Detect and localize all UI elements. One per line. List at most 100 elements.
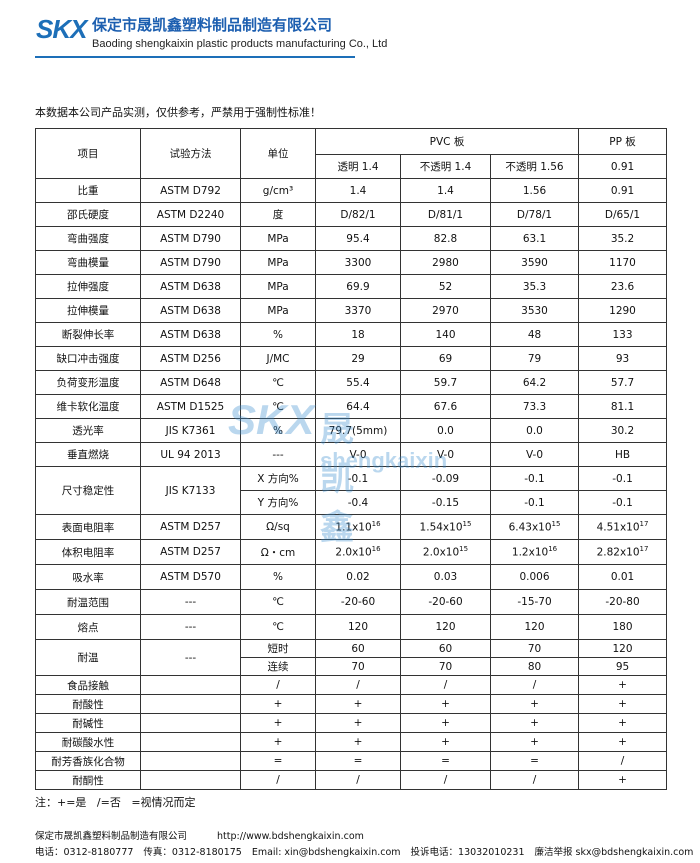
item-cell: 熔点 (35, 614, 141, 640)
table-row: 弯曲模量 ASTM D790 MPa 3300 2980 3590 1170 (35, 250, 668, 275)
header-rule (35, 56, 355, 58)
value-cell: 1290 (578, 298, 668, 323)
value-cell: D/65/1 (578, 202, 668, 227)
item-cell: 耐酸性 (35, 694, 141, 714)
unit-cell: 连续 (240, 657, 316, 676)
value-cell: 2.82x1017 (578, 539, 668, 565)
table-row: 透明 1.4 不透明 1.4 不透明 1.56 0.91 (36, 154, 668, 179)
note: 注：+=是 /=否 =视情况而定 (35, 796, 196, 809)
footer-contact: 电话：0312-8180777 (35, 847, 134, 858)
item-cell: 吸水率 (35, 564, 141, 590)
unit-cell: g/cm³ (240, 178, 316, 203)
table-row: 连续 70 70 80 95 (36, 657, 668, 676)
header-cell: 不透明 1.56 (489, 154, 580, 179)
table-row: 断裂伸长率 ASTM D638% 18 140 48 133 (35, 322, 668, 347)
value-cell: 1.4 (400, 178, 491, 203)
method-cell (140, 732, 241, 752)
header-cell: 不透明 1.4 (400, 154, 491, 179)
value-cell: HB (578, 442, 668, 467)
value-cell: 1.56 (489, 178, 580, 203)
item-cell: 拉伸强度 (35, 274, 141, 299)
value-cell: 2.0x1015 (400, 539, 491, 565)
table-row: 拉伸强度 ASTM D638 MPa 69.9 52 35.3 23.6 (35, 274, 668, 299)
value-cell: / (315, 770, 401, 790)
value-cell: 70 (400, 657, 491, 676)
table-row: 耐酮性 / / / / + (35, 770, 668, 790)
value-base: 1.1x10 (335, 521, 372, 534)
unit-cell: + (240, 732, 316, 752)
item-cell: 表面电阻率 (35, 514, 141, 540)
item-cell: 食品接触 (35, 675, 141, 695)
value-cell: 55.4 (315, 370, 401, 395)
value-exponent: 17 (639, 545, 649, 554)
method-cell (140, 694, 241, 714)
table-row: 维卡软化温度 ASTM D1525 ℃ 64.4 67.6 73.3 81.1 (35, 394, 668, 419)
unit-cell: ℃ (240, 370, 316, 395)
value-cell: V-0 (400, 442, 491, 467)
value-cell: -0.09 (400, 466, 491, 491)
value-cell: V-0 (489, 442, 580, 467)
value-cell: 81.1 (578, 394, 668, 419)
value-cell: 2980 (400, 250, 491, 275)
method-cell: JIS K7133 (140, 466, 241, 515)
value-cell: 64.2 (489, 370, 580, 395)
table-row: 熔点 --- ℃ 120 120 120 180 (35, 614, 668, 640)
value-cell: 18 (315, 322, 401, 347)
item-cell: 弯曲强度 (35, 226, 141, 251)
table-row: 邵氏硬度 ASTM D2240 度 D/82/1 D/81/1 D/78/1 D/65/1 (35, 202, 668, 227)
value-cell: 0.91 (578, 178, 668, 203)
value-cell: -20-60 (400, 589, 491, 615)
value-cell: 60 (315, 639, 401, 658)
table-row: 耐碱性 + + + + + (35, 713, 668, 733)
value-cell: 0.0 (489, 418, 580, 443)
footer-company: 保定市晟凯鑫塑料制品制造有限公司 (35, 831, 188, 842)
item-cell: 耐酮性 (35, 770, 141, 790)
unit-cell: MPa (240, 250, 316, 275)
value-cell: D/78/1 (489, 202, 580, 227)
item-cell: 邵氏硬度 (35, 202, 141, 227)
value-base: 2.82x10 (596, 546, 640, 559)
value-base: 1.2x10 (511, 546, 549, 559)
value-cell: 95 (578, 657, 668, 676)
table-row: 表面电阻率 ASTM D257 Ω/sq 1.1x1016 1.54x1015 6.43x… (35, 514, 668, 540)
unit-cell: MPa (240, 298, 316, 323)
footer-contacts: 电话：0312-8180777 传真：0312-8180175 Email: xin… (35, 844, 700, 858)
value-cell: + (400, 713, 491, 733)
value-cell: 0.03 (400, 564, 491, 590)
value-cell: 140 (400, 322, 491, 347)
value-base: 1.54x10 (419, 521, 463, 534)
value-cell: + (400, 694, 491, 714)
item-cell: 弯曲模量 (35, 250, 141, 275)
value-cell: 120 (578, 639, 668, 658)
header-cell: 0.91 (578, 154, 668, 179)
table-row: 耐芳香族化合物 = = = = / (35, 751, 668, 771)
unit-cell: + (240, 694, 316, 714)
value-cell: -20-80 (578, 589, 668, 615)
value-cell: 1170 (578, 250, 668, 275)
value-cell: 120 (315, 614, 401, 640)
table-row: 尺寸稳定性 JIS K7133 X 方向% -0.1 -0.09 -0.1 -0.1 (35, 466, 668, 515)
method-cell: ASTM D256 (140, 346, 241, 371)
value-cell: + (578, 694, 668, 714)
value-cell: D/82/1 (315, 202, 401, 227)
value-base: 4.51x10 (596, 521, 640, 534)
unit-cell: = (240, 751, 316, 771)
unit-cell: --- (240, 442, 316, 467)
value-cell: D/81/1 (400, 202, 491, 227)
value-cell: / (400, 675, 491, 695)
method-cell (140, 675, 241, 695)
method-cell: ASTM D2240 (140, 202, 241, 227)
footer-contact: 投诉电话：13032010231 (410, 847, 525, 858)
table-row: 体积电阻率 ASTM D257 Ω・cm 2.0x1016 2.0x1015 1.2x10… (35, 539, 668, 565)
value-cell: 1.1x1016 (315, 514, 401, 540)
value-cell: 3530 (489, 298, 580, 323)
unit-cell: % (240, 418, 316, 443)
unit-cell: ℃ (240, 589, 316, 615)
method-cell: --- (140, 589, 241, 615)
unit-cell: J/MC (240, 346, 316, 371)
value-cell: 0.02 (315, 564, 401, 590)
value-cell: -15-70 (489, 589, 580, 615)
company-name: 保定市晟凯鑫塑料制品制造有限公司 (92, 16, 333, 34)
value-cell: 120 (400, 614, 491, 640)
value-cell: 93 (578, 346, 668, 371)
